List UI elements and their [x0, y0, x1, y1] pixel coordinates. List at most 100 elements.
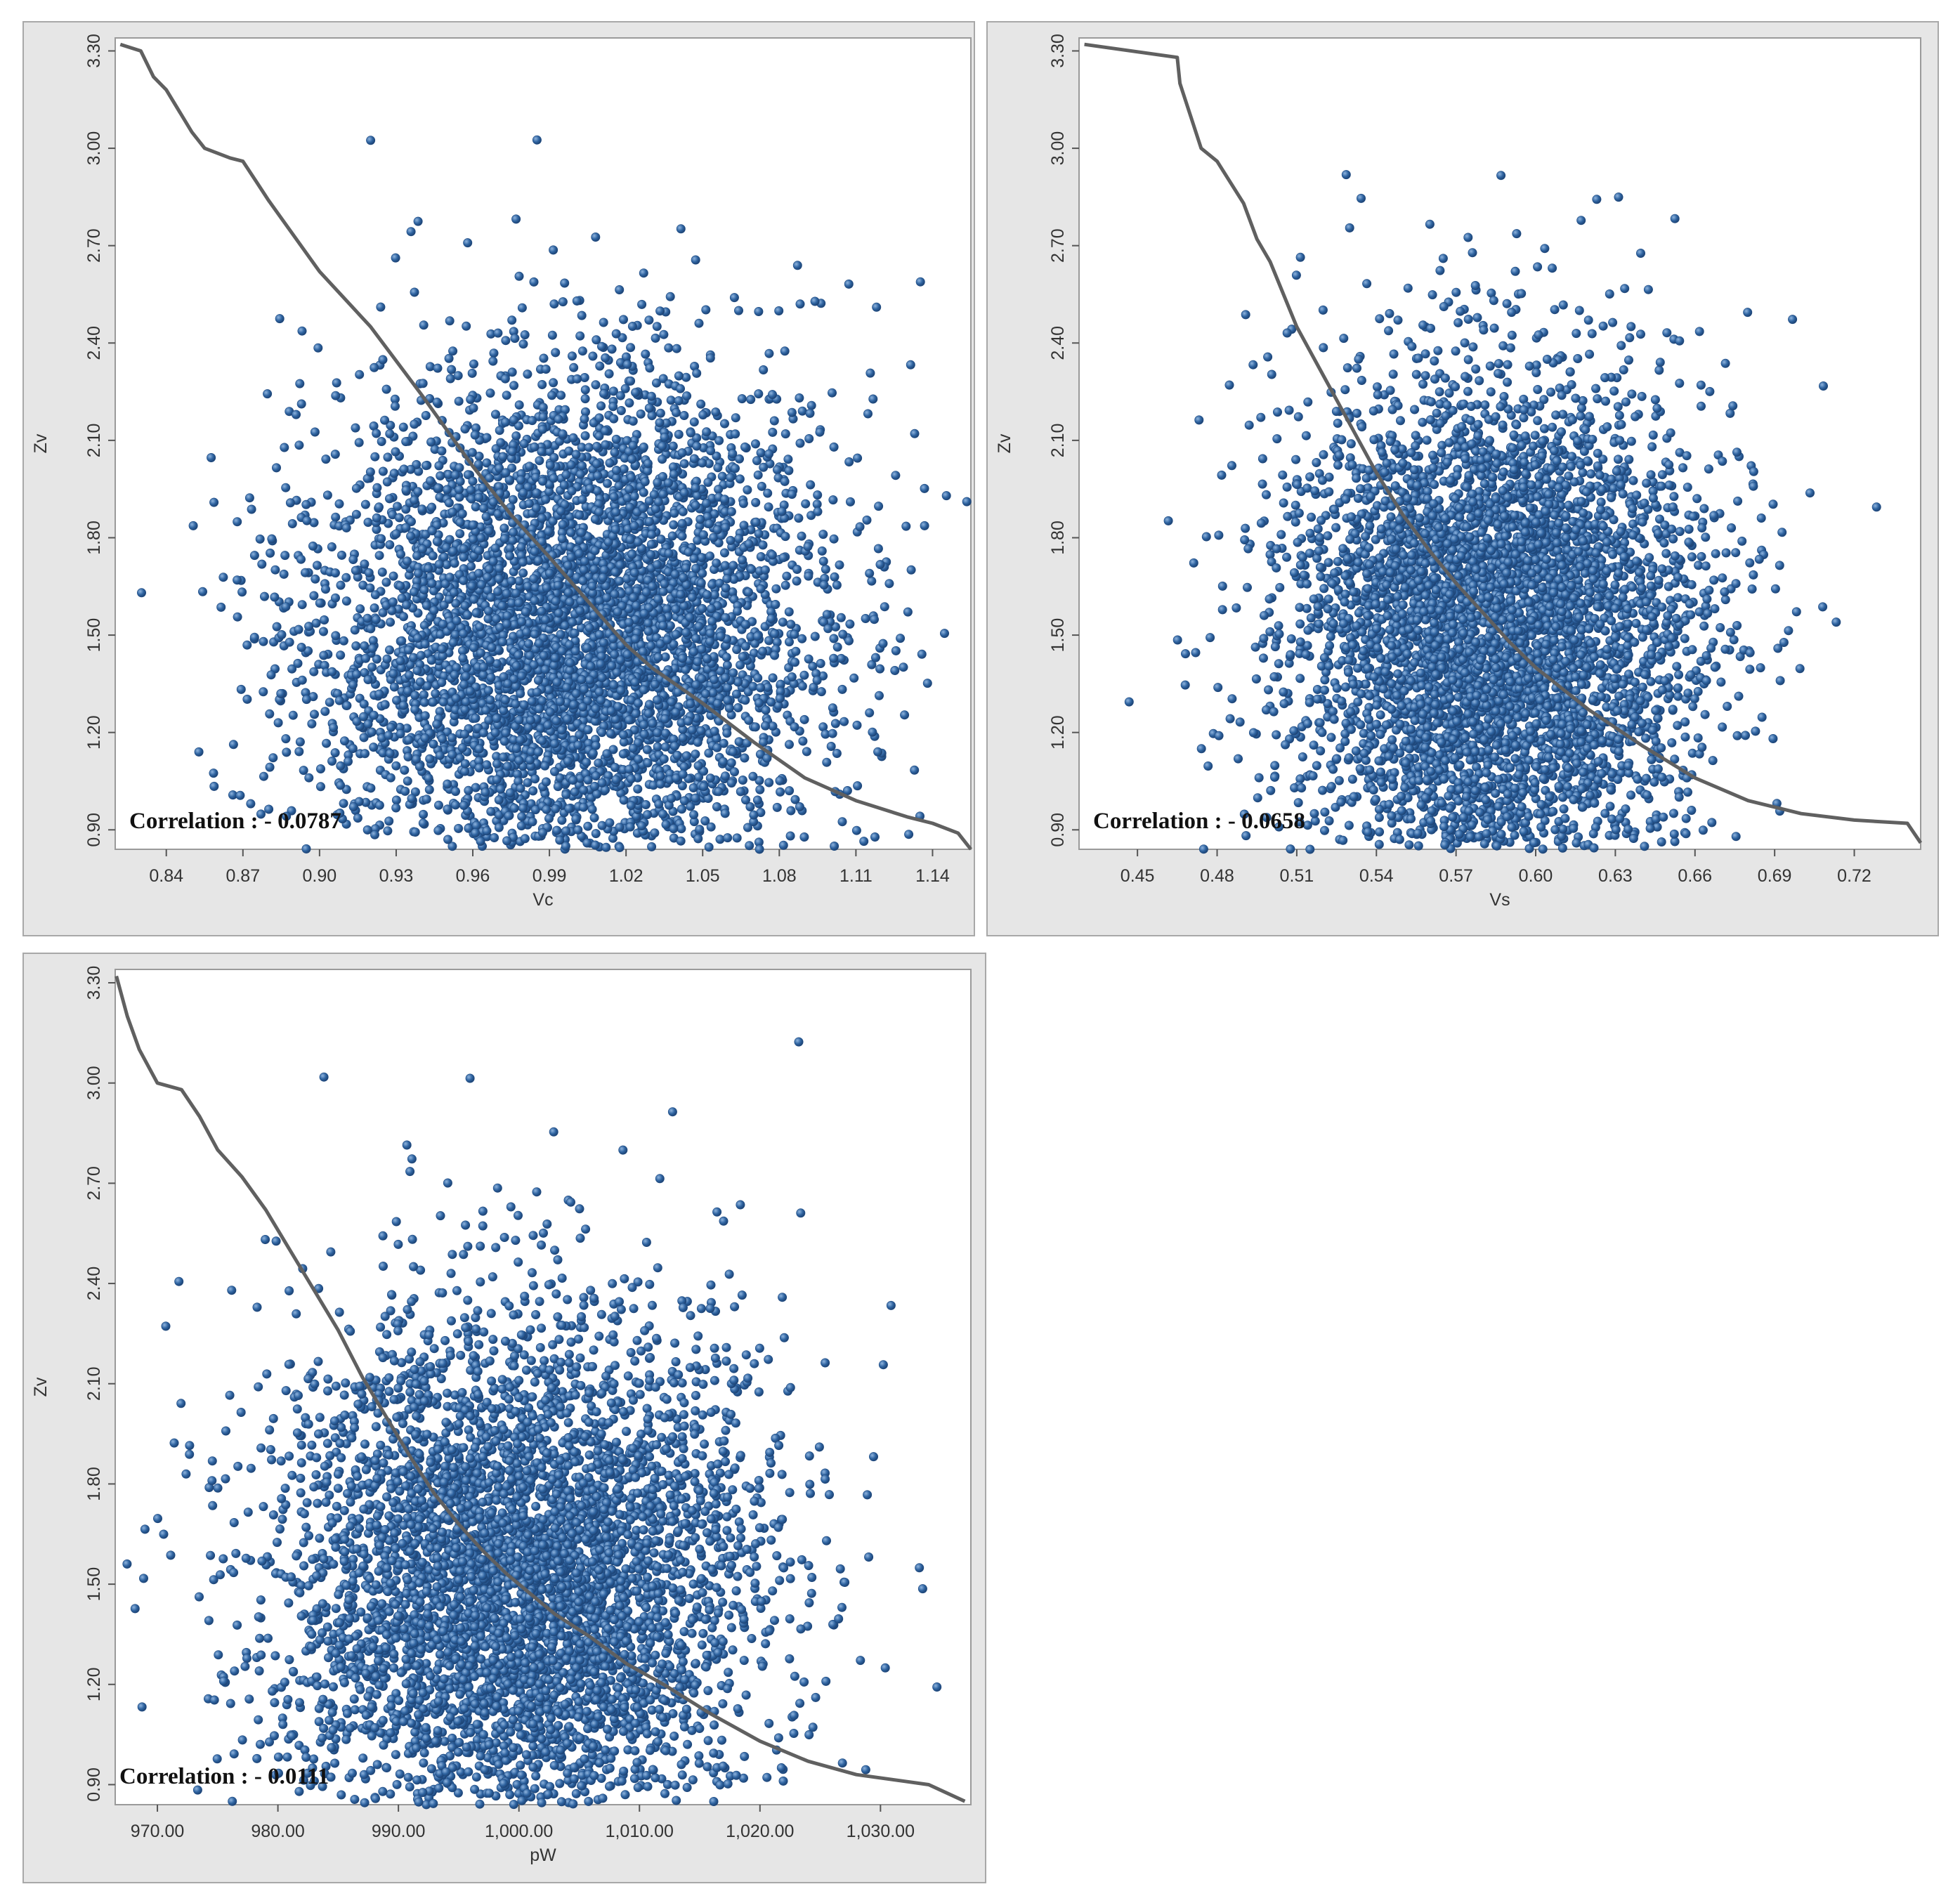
- data-point: [537, 828, 547, 837]
- data-point: [259, 591, 269, 601]
- data-point: [312, 561, 322, 570]
- data-point: [467, 581, 477, 591]
- data-point: [336, 761, 346, 771]
- data-point: [550, 653, 560, 662]
- data-point: [474, 546, 484, 556]
- data-point: [744, 715, 754, 725]
- data-point: [710, 674, 719, 684]
- data-point: [891, 646, 901, 655]
- data-point: [677, 518, 687, 528]
- data-point: [481, 705, 491, 715]
- data-point: [463, 470, 473, 480]
- data-point: [822, 610, 832, 620]
- data-point: [339, 636, 348, 646]
- data-point: [537, 735, 547, 745]
- data-point: [795, 802, 804, 812]
- data-point: [643, 709, 653, 719]
- data-point: [485, 388, 495, 398]
- data-point: [702, 498, 712, 508]
- data-point: [478, 670, 488, 680]
- data-point: [778, 553, 788, 563]
- data-point: [855, 522, 865, 532]
- data-point: [615, 823, 625, 832]
- data-point: [444, 498, 454, 508]
- data-point: [406, 227, 416, 237]
- data-point: [450, 787, 460, 797]
- data-point: [496, 438, 506, 447]
- data-point: [608, 745, 618, 754]
- data-point: [447, 842, 457, 851]
- data-point: [541, 615, 551, 625]
- data-point: [896, 634, 906, 643]
- data-point: [385, 749, 395, 759]
- data-point: [271, 463, 281, 473]
- data-point: [265, 709, 275, 719]
- data-point: [734, 737, 744, 747]
- data-point: [448, 346, 458, 356]
- data-point: [776, 787, 785, 797]
- data-point: [611, 329, 621, 339]
- data-point: [404, 670, 414, 680]
- data-point: [835, 560, 844, 570]
- data-point: [438, 697, 448, 707]
- data-point: [450, 558, 459, 568]
- data-point: [804, 654, 814, 664]
- data-point: [643, 758, 653, 768]
- data-point: [862, 515, 872, 525]
- data-point: [259, 636, 268, 646]
- data-point: [594, 758, 603, 768]
- data-point: [295, 379, 305, 388]
- data-point: [414, 761, 424, 771]
- data-point: [768, 673, 778, 683]
- data-point: [458, 653, 468, 663]
- data-point: [769, 416, 779, 426]
- data-point: [592, 441, 601, 451]
- data-point: [648, 582, 658, 591]
- data-point: [686, 699, 695, 709]
- data-point: [713, 463, 723, 473]
- data-point: [401, 523, 411, 532]
- data-point: [830, 572, 839, 582]
- data-point: [667, 531, 677, 541]
- data-point: [445, 535, 455, 544]
- data-point: [865, 708, 875, 718]
- data-point: [370, 830, 379, 839]
- data-point: [544, 526, 554, 536]
- data-point: [455, 476, 465, 486]
- data-point: [382, 477, 392, 487]
- data-point: [450, 470, 460, 480]
- data-point: [592, 459, 601, 469]
- data-point: [501, 728, 511, 738]
- data-point: [754, 698, 764, 708]
- data-point: [463, 238, 473, 248]
- data-point: [499, 534, 509, 544]
- data-point: [694, 318, 704, 328]
- data-point: [672, 344, 681, 353]
- data-point: [233, 575, 242, 585]
- data-point: [282, 811, 292, 821]
- data-point: [372, 483, 382, 492]
- data-point: [751, 517, 761, 527]
- data-point: [514, 400, 524, 410]
- data-point: [756, 551, 766, 561]
- data-point: [437, 644, 447, 654]
- data-point: [264, 804, 274, 814]
- data-point: [469, 359, 478, 369]
- data-point: [1241, 831, 1251, 841]
- data-point: [487, 643, 497, 653]
- data-point: [359, 733, 369, 743]
- data-point: [745, 841, 754, 851]
- data-point: [503, 679, 513, 688]
- data-point: [600, 426, 610, 436]
- data-point: [299, 766, 308, 776]
- data-point: [360, 559, 370, 569]
- data-point: [198, 587, 208, 596]
- data-point: [509, 381, 519, 391]
- data-point: [685, 613, 695, 622]
- data-point: [813, 490, 823, 500]
- data-point: [434, 461, 444, 471]
- data-point: [676, 224, 686, 234]
- data-point: [348, 802, 358, 812]
- data-point: [516, 475, 525, 485]
- data-point: [601, 353, 610, 362]
